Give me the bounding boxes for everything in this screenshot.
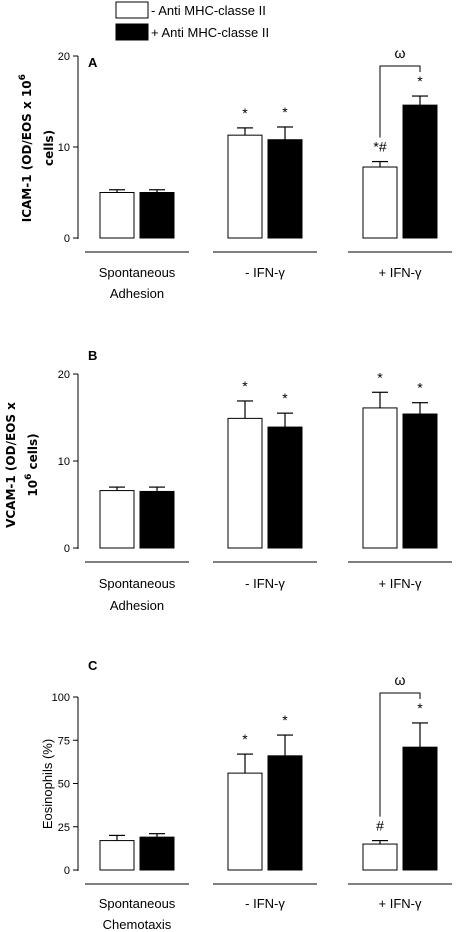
category-label: - IFN-γ	[245, 576, 285, 591]
bar	[139, 836, 175, 871]
panel-A: A 0 10 20 Spontaneous Adhesion - IFN-γ + IFN-γ I…	[18, 45, 452, 301]
y-axis-label-line: ICAM-1 (OD/EOS x 10	[20, 80, 34, 222]
legend-label: + Anti MHC-classe II	[151, 25, 269, 40]
panels: A 0 10 20 Spontaneous Adhesion - IFN-γ + IFN-γ I…	[4, 45, 452, 932]
bracket	[379, 65, 421, 138]
y-axis-label-line: 10	[26, 480, 40, 497]
bar	[139, 490, 175, 549]
bar	[267, 426, 303, 549]
bar	[267, 139, 303, 239]
bar	[362, 166, 398, 239]
significance-mark: *	[282, 712, 288, 728]
legend-swatch	[115, 23, 149, 41]
category-label: Chemotaxis	[103, 917, 172, 932]
y-tick-label: 75	[58, 735, 70, 747]
bar	[99, 840, 135, 871]
y-tick-label: 0	[64, 233, 70, 245]
category-label: + IFN-γ	[379, 576, 422, 591]
y-tick-label: 100	[52, 692, 70, 704]
significance-mark: *	[282, 104, 288, 120]
significance-mark: *	[377, 369, 383, 385]
significance-mark: *	[242, 378, 248, 394]
y-tick-label: 20	[58, 369, 70, 381]
category-label: Adhesion	[110, 598, 164, 613]
bar	[227, 417, 263, 549]
legend-swatch	[115, 1, 149, 19]
y-tick-label: 50	[58, 779, 70, 791]
bar	[362, 843, 398, 871]
bar	[99, 490, 135, 549]
panel-label: C	[88, 658, 98, 673]
bracket-label: ω	[395, 45, 406, 61]
legend: - Anti MHC-classe II + Anti MHC-classe II	[115, 1, 269, 41]
bar	[402, 104, 438, 239]
category-label: Spontaneous	[99, 896, 176, 911]
y-tick-label: 10	[58, 142, 70, 154]
y-axis-label: Eosinophils (%)	[40, 739, 55, 829]
category-label: Spontaneous	[99, 265, 176, 280]
category-label: + IFN-γ	[379, 896, 422, 911]
y-tick-label: 10	[58, 456, 70, 468]
y-axis-label-line: VCAM-1 (OD/EOS x	[4, 402, 18, 528]
significance-mark: *	[417, 380, 423, 396]
y-tick-label: 20	[58, 51, 70, 63]
y-axis-label: ICAM-1 (OD/EOS x 106 cells)	[18, 74, 56, 223]
bar	[99, 192, 135, 239]
significance-mark: *#	[373, 139, 386, 155]
y-axis-label-sup: 6	[18, 74, 28, 80]
significance-mark: *	[417, 73, 423, 89]
y-tick-label: 0	[64, 543, 70, 555]
category-label: - IFN-γ	[245, 896, 285, 911]
bar	[402, 746, 438, 871]
significance-mark: *	[282, 390, 288, 406]
y-tick-label: 25	[58, 822, 70, 834]
bracket-label: ω	[395, 672, 406, 688]
significance-mark: *	[417, 700, 423, 716]
y-axis-label: VCAM-1 (OD/EOS x 106 cells)	[4, 402, 40, 528]
category-label: Spontaneous	[99, 576, 176, 591]
bracket	[379, 692, 421, 817]
y-axis-label-line: Eosinophils (%)	[40, 739, 55, 829]
panel-B: B 0 10 20 Spontaneous Adhesion - IFN-γ + IFN-γ V…	[4, 348, 452, 613]
y-axis-label-line: cells)	[42, 130, 56, 166]
category-label: - IFN-γ	[245, 265, 285, 280]
panel-label: A	[88, 55, 98, 70]
significance-mark: #	[376, 818, 384, 834]
significance-mark: *	[242, 731, 248, 747]
y-tick-label: 0	[64, 865, 70, 877]
bar	[402, 413, 438, 549]
y-axis-label-rest: cells)	[26, 433, 40, 473]
panel-C: C 0 25 50 75 100 Spontaneous Chemotaxis - IFN-γ +…	[40, 658, 452, 932]
bar	[267, 755, 303, 871]
bar	[362, 407, 398, 549]
significance-mark: *	[242, 105, 248, 121]
legend-label: - Anti MHC-classe II	[151, 3, 266, 18]
bar	[139, 192, 175, 239]
bar	[227, 134, 263, 239]
category-label: + IFN-γ	[379, 265, 422, 280]
bar	[227, 772, 263, 871]
panel-label: B	[88, 348, 97, 363]
y-axis-label-sup: 6	[24, 474, 34, 480]
category-label: Adhesion	[110, 286, 164, 301]
